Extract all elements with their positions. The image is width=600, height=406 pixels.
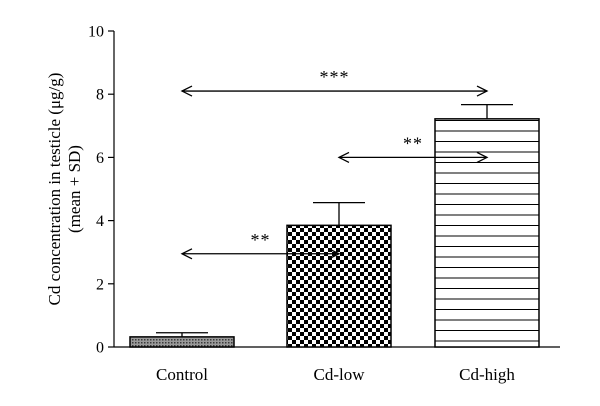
significance-comparisons: ******* [180, 67, 489, 260]
error-bars [156, 103, 513, 337]
significance-label: ** [403, 133, 423, 153]
y-tick-label: 2 [96, 276, 104, 293]
comparison-arrowhead [476, 151, 489, 163]
y-tick-label: 6 [96, 150, 104, 167]
comparison-arrowhead [180, 248, 193, 260]
significance-label: ** [251, 230, 271, 250]
y-tick-label: 4 [96, 213, 104, 230]
bar-cd-low [286, 224, 392, 348]
y-axis-label-line-2: (mean + SD) [65, 145, 84, 233]
x-tick-label: Control [156, 365, 208, 384]
y-axis-label-line-1: Cd concentration in testicle (μg/g) [45, 73, 64, 306]
comparison-arrowhead [476, 85, 489, 97]
comparison-arrowhead [337, 151, 350, 163]
bar-cd-high [434, 118, 540, 348]
y-axis: 0 2 4 6 8 10 [88, 24, 115, 357]
y-tick-label: 0 [96, 340, 104, 357]
bar-control [129, 336, 235, 348]
comparison-arrowhead [328, 248, 341, 260]
y-axis-label: Cd concentration in testicle (μg/g) (mea… [45, 73, 84, 306]
x-tick-label: Cd-high [459, 365, 515, 384]
significance-label: *** [320, 67, 350, 87]
comparison-arrowhead [180, 85, 193, 97]
y-tick-label: 10 [88, 24, 104, 41]
x-tick-label: Cd-low [314, 365, 366, 384]
bars [129, 118, 540, 348]
y-tick-label: 8 [96, 87, 104, 104]
x-axis: Control Cd-low Cd-high [114, 346, 560, 384]
